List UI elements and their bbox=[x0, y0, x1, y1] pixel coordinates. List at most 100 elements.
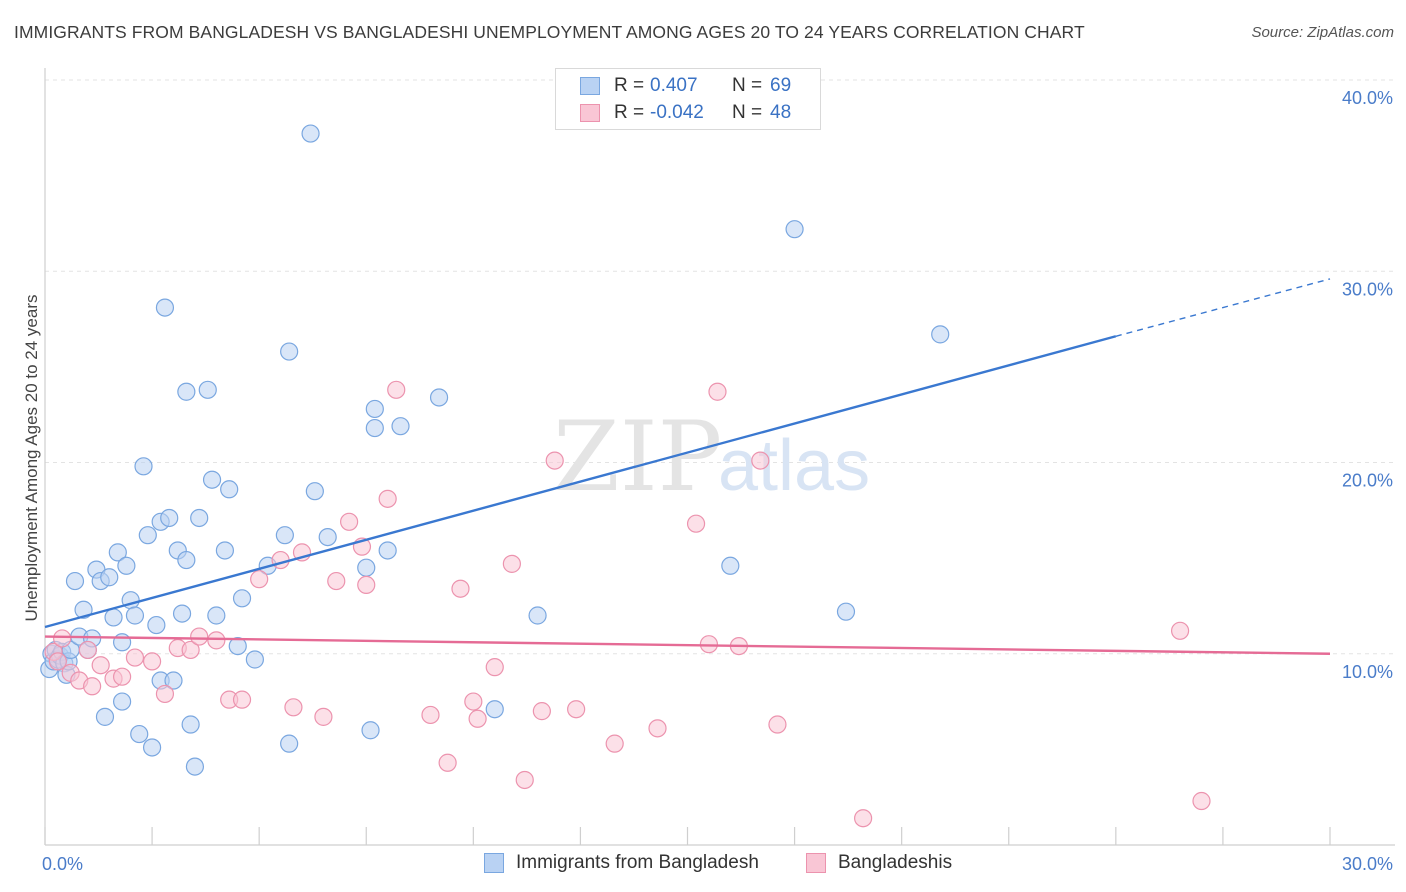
point-immigrants-57 bbox=[305, 482, 324, 501]
point-immigrants-44 bbox=[198, 380, 217, 399]
point-bangladeshis-12 bbox=[155, 684, 175, 704]
point-immigrants-31 bbox=[147, 615, 166, 635]
y-tick-labels: 10.0% 20.0% 30.0% 40.0% bbox=[1342, 88, 1393, 682]
point-bangladeshis-37 bbox=[515, 770, 534, 790]
point-immigrants-28 bbox=[134, 457, 153, 476]
point-immigrants-64 bbox=[391, 417, 410, 436]
point-immigrants-34 bbox=[155, 298, 175, 317]
watermark: ZIP atlas bbox=[553, 401, 870, 513]
point-immigrants-39 bbox=[177, 550, 196, 570]
point-bangladeshis-21 bbox=[284, 698, 303, 717]
point-bangladeshis-34 bbox=[468, 709, 487, 728]
watermark-zip: ZIP bbox=[553, 401, 722, 513]
point-immigrants-20 bbox=[104, 608, 123, 627]
watermark-atlas: atlas bbox=[718, 426, 870, 506]
point-bangladeshis-23 bbox=[314, 707, 333, 726]
point-immigrants-71 bbox=[931, 325, 950, 344]
point-bangladeshis-30 bbox=[421, 705, 440, 725]
grid-lines bbox=[45, 79, 1395, 655]
legend-swatch-pink bbox=[580, 104, 600, 122]
point-immigrants-30 bbox=[142, 738, 162, 757]
trend-line-immigrants bbox=[44, 335, 1117, 629]
point-bangladeshis-40 bbox=[567, 700, 586, 719]
point-immigrants-61 bbox=[365, 399, 384, 419]
r-label: R = bbox=[614, 75, 645, 96]
point-bangladeshis-24 bbox=[327, 571, 346, 591]
point-immigrants-54 bbox=[280, 734, 299, 753]
point-bangladeshis-48 bbox=[768, 715, 787, 734]
r-label: R = bbox=[614, 102, 645, 123]
trend-line-bangladeshis bbox=[44, 635, 1331, 655]
series-label: Bangladeshis bbox=[838, 852, 953, 873]
point-bangladeshis-5 bbox=[78, 640, 97, 660]
point-immigrants-23 bbox=[112, 692, 132, 711]
point-bangladeshis-41 bbox=[605, 734, 624, 753]
r-value: 0.407 bbox=[650, 75, 698, 96]
point-immigrants-58 bbox=[318, 527, 337, 547]
series-legend-bangladeshis[interactable]: Bangladeshis bbox=[806, 852, 952, 874]
source-credit: Source: ZipAtlas.com bbox=[1251, 24, 1394, 41]
series-legend: Immigrants from Bangladesh Bangladeshis bbox=[0, 852, 1406, 878]
point-immigrants-40 bbox=[177, 382, 196, 401]
point-immigrants-56 bbox=[301, 124, 320, 143]
point-immigrants-29 bbox=[138, 526, 157, 545]
point-immigrants-11 bbox=[65, 571, 85, 591]
point-bangladeshis-11 bbox=[142, 652, 162, 671]
point-immigrants-47 bbox=[215, 541, 234, 560]
point-immigrants-70 bbox=[836, 602, 856, 621]
n-value: 48 bbox=[770, 102, 792, 123]
point-bangladeshis-1 bbox=[48, 652, 67, 671]
point-immigrants-38 bbox=[172, 604, 192, 623]
point-bangladeshis-20 bbox=[271, 550, 290, 570]
trend-lines bbox=[44, 278, 1331, 655]
series-legend-immigrants[interactable]: Immigrants from Bangladesh bbox=[484, 852, 759, 874]
point-bangladeshis-6 bbox=[83, 677, 102, 696]
point-immigrants-41 bbox=[181, 715, 200, 734]
point-immigrants-67 bbox=[528, 606, 547, 625]
legend-row-immigrants: R = 0.407 N = 69 bbox=[580, 74, 791, 98]
y-axis-label: Unemployment Among Ages 20 to 24 years bbox=[22, 295, 41, 622]
y-tick-label-1: 20.0% bbox=[1342, 471, 1393, 491]
point-bangladeshis-31 bbox=[438, 753, 457, 772]
point-bangladeshis-2 bbox=[53, 629, 72, 648]
point-immigrants-63 bbox=[378, 541, 397, 560]
point-immigrants-43 bbox=[190, 508, 209, 528]
point-bangladeshis-18 bbox=[232, 690, 252, 709]
point-immigrants-49 bbox=[228, 636, 247, 656]
point-bangladeshis-35 bbox=[485, 658, 504, 677]
point-immigrants-42 bbox=[185, 757, 205, 776]
legend-row-bangladeshis: R = -0.042 N = 48 bbox=[580, 101, 791, 125]
x-tick-label-1: 30.0% bbox=[1342, 854, 1393, 874]
legend-swatch-blue bbox=[580, 77, 600, 95]
point-bangladeshis-51 bbox=[1192, 791, 1211, 811]
point-bangladeshis-16 bbox=[207, 631, 226, 650]
point-immigrants-69 bbox=[785, 220, 804, 239]
point-immigrants-24 bbox=[117, 556, 136, 575]
n-label: N = bbox=[732, 102, 763, 123]
point-immigrants-27 bbox=[130, 724, 149, 744]
point-immigrants-18 bbox=[95, 707, 115, 726]
point-immigrants-48 bbox=[220, 480, 239, 499]
correlation-legend: R = 0.407 N = 69 R = -0.042 N = 48 bbox=[555, 68, 821, 130]
point-immigrants-36 bbox=[164, 671, 183, 690]
point-immigrants-46 bbox=[207, 606, 226, 625]
point-bangladeshis-38 bbox=[532, 702, 551, 721]
point-bangladeshis-7 bbox=[91, 656, 110, 675]
point-bangladeshis-33 bbox=[464, 692, 483, 711]
point-bangladeshis-36 bbox=[502, 554, 521, 573]
y-tick-label-3: 40.0% bbox=[1342, 88, 1393, 108]
point-immigrants-55 bbox=[280, 342, 299, 361]
point-immigrants-68 bbox=[721, 556, 740, 575]
point-immigrants-13 bbox=[74, 600, 93, 619]
point-immigrants-66 bbox=[485, 700, 504, 719]
point-immigrants-60 bbox=[361, 721, 380, 740]
point-immigrants-21 bbox=[108, 543, 127, 562]
point-bangladeshis-39 bbox=[545, 451, 564, 470]
point-bangladeshis-45 bbox=[708, 382, 727, 401]
point-bangladeshis-28 bbox=[378, 489, 397, 508]
chart-title: IMMIGRANTS FROM BANGLADESH VS BANGLADESH… bbox=[14, 22, 1085, 42]
y-tick-label-2: 30.0% bbox=[1342, 279, 1393, 299]
point-bangladeshis-25 bbox=[340, 512, 359, 531]
point-immigrants-51 bbox=[245, 650, 264, 669]
